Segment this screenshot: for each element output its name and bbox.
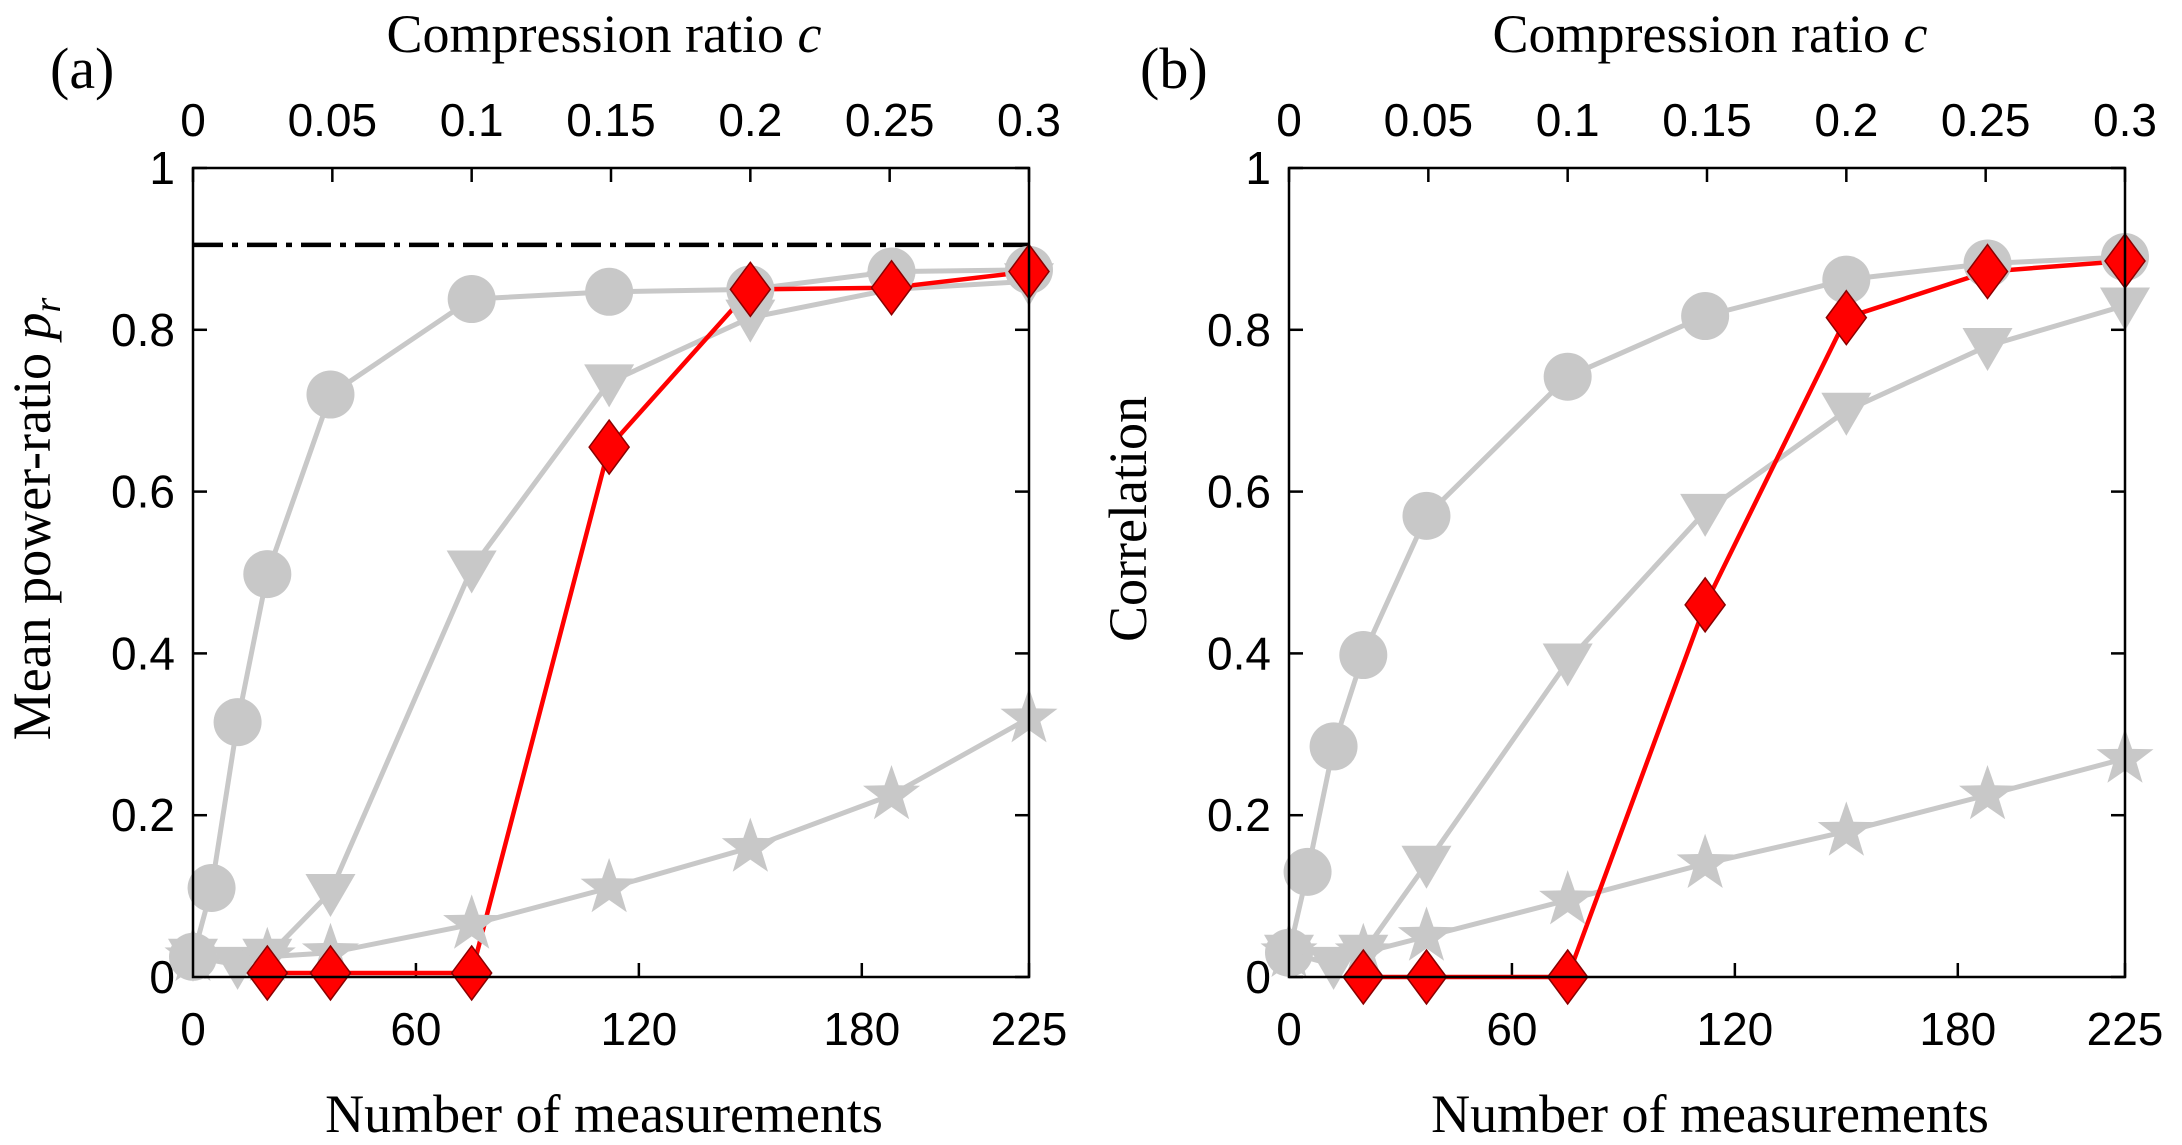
top-tick-label: 0.3 (997, 94, 1061, 146)
x-tick-label: 225 (991, 1003, 1068, 1055)
y-axis-label-a: Mean power-ratio pr (2, 298, 69, 741)
marker-star (443, 894, 501, 949)
y-tick-label: 0.2 (111, 789, 175, 841)
marker-circle (1822, 255, 1871, 304)
data-b (1260, 232, 2154, 1006)
marker-diamond (729, 261, 772, 318)
marker-triangle (1308, 946, 1359, 990)
series-line-star (193, 715, 1031, 960)
marker-circle (1339, 631, 1388, 680)
marker-circle (1309, 722, 1358, 771)
top-tick-label: 0.1 (440, 94, 504, 146)
x-tick-label: 0 (1276, 1003, 1302, 1055)
panel-b: (b) Compression ratio c Number of measur… (1098, 4, 2163, 1144)
top-tick-label: 0.2 (718, 94, 782, 146)
top-tick-label: 0.3 (2093, 94, 2157, 146)
top-tick-label: 0.15 (566, 94, 656, 146)
y-tick-label: 1 (1245, 142, 1271, 194)
marker-circle (585, 267, 634, 316)
top-tick-label: 0 (1276, 94, 1302, 146)
y-tick-label: 0.8 (1207, 304, 1271, 356)
marker-diamond (1966, 243, 2009, 300)
marker-circle (1402, 491, 1451, 540)
y-tick-label: 1 (149, 142, 175, 194)
plot-frame-b (1287, 166, 2127, 979)
x-tick-label: 60 (1486, 1003, 1537, 1055)
y-axis-label-b: Correlation (1098, 396, 1158, 642)
marker-triangle (212, 946, 263, 990)
marker-star (580, 858, 638, 913)
marker-triangle (1821, 392, 1872, 436)
marker-triangle (584, 364, 635, 408)
top-tick-label: 0.15 (1662, 94, 1752, 146)
marker-diamond (450, 944, 493, 1002)
marker-triangle (446, 550, 497, 594)
y-tick-label: 0.6 (111, 466, 175, 518)
panel-a: (a) Compression ratio c Number of measur… (2, 4, 1067, 1144)
series-line-circle (190, 267, 1030, 958)
top-axis-label-a: Compression ratio c (387, 4, 822, 64)
marker-diamond (1825, 289, 1868, 346)
marker-triangle (725, 299, 776, 343)
top-tick-label: 0.25 (845, 94, 935, 146)
marker-star (1817, 801, 1875, 856)
series-line-diamond (267, 269, 1030, 976)
marker-star (1539, 870, 1597, 925)
top-tick-label: 0.05 (1384, 94, 1474, 146)
marker-circle (243, 550, 292, 599)
marker-diamond (588, 418, 631, 476)
marker-diamond (1684, 576, 1727, 634)
marker-star (1397, 906, 1455, 961)
marker-circle (306, 370, 355, 419)
marker-triangle (1401, 845, 1452, 889)
series-line-diamond (1363, 258, 2126, 980)
x-tick-label: 0 (180, 1003, 206, 1055)
marker-triangle (1542, 643, 1593, 687)
y-tick-label: 0.4 (111, 627, 175, 679)
marker-triangle (1962, 327, 2013, 371)
x-tick-label: 120 (600, 1003, 677, 1055)
marker-circle (447, 275, 496, 324)
x-tick-label: 60 (390, 1003, 441, 1055)
top-tick-label: 0.1 (1536, 94, 1600, 146)
marker-star (863, 765, 921, 820)
marker-diamond (309, 944, 352, 1002)
x-axis-label-a: Number of measurements (325, 1084, 883, 1144)
top-tick-label: 0 (180, 94, 206, 146)
marker-triangle (1680, 493, 1731, 537)
marker-circle (1681, 292, 1730, 341)
top-axis-label-b: Compression ratio c (1493, 4, 1928, 64)
x-tick-label: 180 (1919, 1003, 1996, 1055)
panel-label-a: (a) (50, 36, 114, 101)
plot-frame-a (191, 166, 1031, 979)
y-tick-label: 0.2 (1207, 789, 1271, 841)
series-line-circle (1286, 254, 2126, 954)
x-axis-label-b: Number of measurements (1431, 1084, 1989, 1144)
y-tick-label: 0.6 (1207, 466, 1271, 518)
x-tick-label: 225 (2087, 1003, 2164, 1055)
marker-triangle (305, 874, 356, 918)
y-tick-label: 0.8 (111, 304, 175, 356)
marker-star (721, 817, 779, 872)
marker-diamond (870, 259, 913, 316)
panel-label-b: (b) (1140, 36, 1208, 101)
top-tick-label: 0.2 (1814, 94, 1878, 146)
marker-star (1959, 765, 2017, 820)
marker-circle (1283, 847, 1332, 896)
top-tick-label: 0.25 (1941, 94, 2031, 146)
marker-circle (187, 864, 236, 913)
top-tick-label: 0.05 (288, 94, 378, 146)
data-a (164, 242, 1058, 1002)
marker-diamond (246, 944, 289, 1002)
y-tick-label: 0.4 (1207, 627, 1271, 679)
marker-circle (1543, 352, 1592, 401)
marker-star (1676, 833, 1734, 888)
marker-circle (213, 698, 262, 747)
x-tick-label: 120 (1696, 1003, 1773, 1055)
x-tick-label: 180 (823, 1003, 900, 1055)
